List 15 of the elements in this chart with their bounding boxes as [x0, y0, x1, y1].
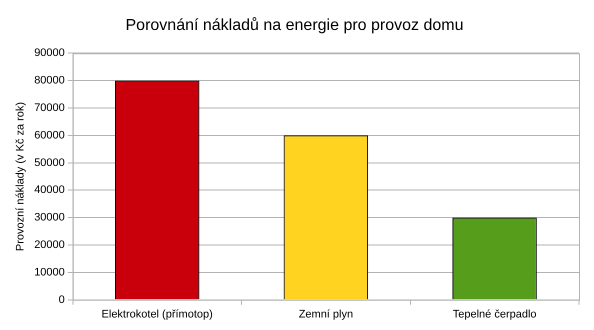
y-axis-title: Provozní náklady (v Kč za rok) [14, 102, 27, 252]
y-tick-label: 10000 [34, 266, 65, 278]
x-tick-label: Zemní plyn [298, 308, 354, 320]
y-tick-label: 60000 [34, 129, 65, 142]
y-tick-label: 20000 [34, 239, 65, 252]
x-tick-label: Tepelné čerpadlo [452, 308, 537, 320]
y-tick-label: 0 [58, 294, 65, 306]
y-tick-label: 40000 [34, 184, 65, 196]
y-tick-label: 70000 [34, 102, 65, 114]
x-tick-label: Elektrokotel (přímotop) [102, 308, 213, 320]
y-tick-label: 80000 [34, 74, 65, 87]
y-tick-label: 50000 [34, 156, 65, 169]
y-tick-label: 90000 [34, 47, 65, 60]
y-tick-label: 30000 [34, 212, 65, 224]
chart-title: Porovnání nákladů na energie pro provoz domu [126, 17, 464, 34]
